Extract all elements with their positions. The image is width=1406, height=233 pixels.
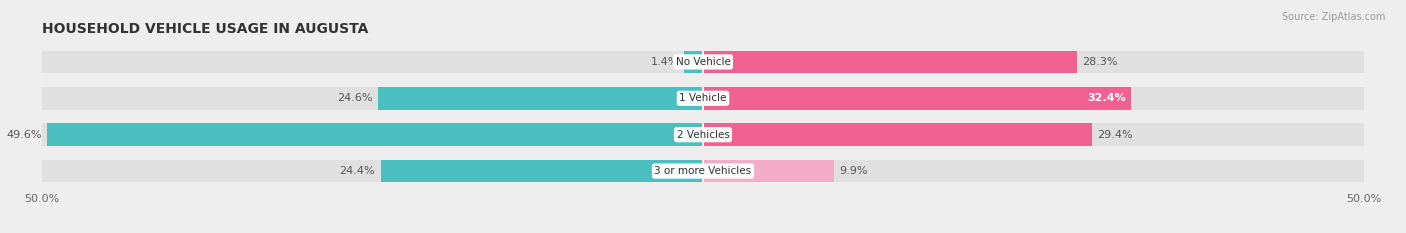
Text: 28.3%: 28.3% [1083, 57, 1118, 67]
Bar [42, 51, 1364, 73]
Text: HOUSEHOLD VEHICLE USAGE IN AUGUSTA: HOUSEHOLD VEHICLE USAGE IN AUGUSTA [42, 22, 368, 37]
Bar [48, 123, 703, 146]
Bar [685, 51, 703, 73]
Bar [42, 160, 1364, 182]
Text: 49.6%: 49.6% [7, 130, 42, 140]
Text: 24.4%: 24.4% [340, 166, 375, 176]
Text: 3 or more Vehicles: 3 or more Vehicles [654, 166, 752, 176]
Bar [381, 160, 703, 182]
Text: No Vehicle: No Vehicle [675, 57, 731, 67]
Bar [42, 123, 1364, 146]
Text: 1 Vehicle: 1 Vehicle [679, 93, 727, 103]
Bar [703, 87, 1132, 110]
Text: 29.4%: 29.4% [1097, 130, 1132, 140]
Text: 1.4%: 1.4% [651, 57, 679, 67]
Bar [378, 87, 703, 110]
Bar [42, 87, 1364, 110]
Text: Source: ZipAtlas.com: Source: ZipAtlas.com [1281, 12, 1385, 22]
Text: 24.6%: 24.6% [337, 93, 373, 103]
Bar [703, 160, 834, 182]
Text: 9.9%: 9.9% [839, 166, 868, 176]
Bar [703, 51, 1077, 73]
Text: 32.4%: 32.4% [1087, 93, 1126, 103]
Text: 2 Vehicles: 2 Vehicles [676, 130, 730, 140]
Bar [703, 123, 1091, 146]
